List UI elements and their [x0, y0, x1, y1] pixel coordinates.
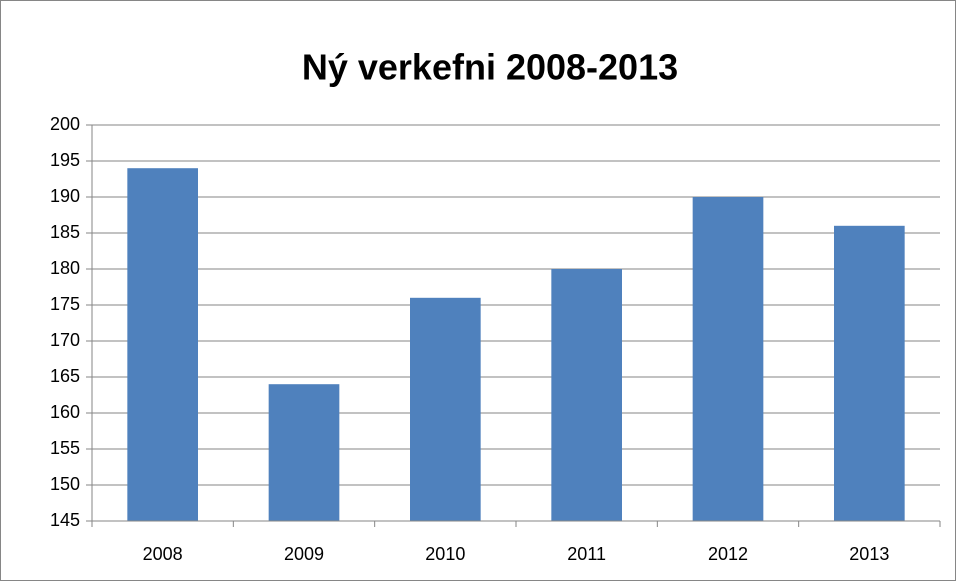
- chart-title: Ný verkefni 2008-2013: [302, 47, 678, 88]
- x-tick-label: 2010: [425, 544, 465, 564]
- bar: [410, 297, 481, 521]
- y-tick-label: 190: [50, 186, 80, 206]
- x-tick-label: 2008: [143, 544, 183, 564]
- x-tick-label: 2012: [708, 544, 748, 564]
- y-tick-label: 185: [50, 222, 80, 242]
- bar: [834, 225, 905, 522]
- bar: [268, 384, 340, 521]
- y-tick-label: 200: [50, 114, 80, 134]
- bar: [692, 197, 764, 521]
- x-tick-label: 2011: [567, 544, 606, 564]
- y-tick-label: 145: [50, 510, 80, 530]
- y-tick-label: 160: [50, 402, 80, 422]
- x-tick-label: 2009: [284, 544, 324, 564]
- y-tick-label: 150: [50, 474, 80, 494]
- bar: [127, 168, 198, 521]
- bar: [551, 269, 622, 521]
- y-tick-label: 180: [50, 258, 80, 278]
- y-tick-label: 170: [50, 330, 80, 350]
- y-tick-label: 195: [50, 150, 80, 170]
- y-tick-label: 165: [50, 366, 80, 386]
- y-tick-label: 155: [50, 438, 80, 458]
- y-tick-label: 175: [50, 294, 80, 314]
- x-tick-label: 2013: [849, 544, 889, 564]
